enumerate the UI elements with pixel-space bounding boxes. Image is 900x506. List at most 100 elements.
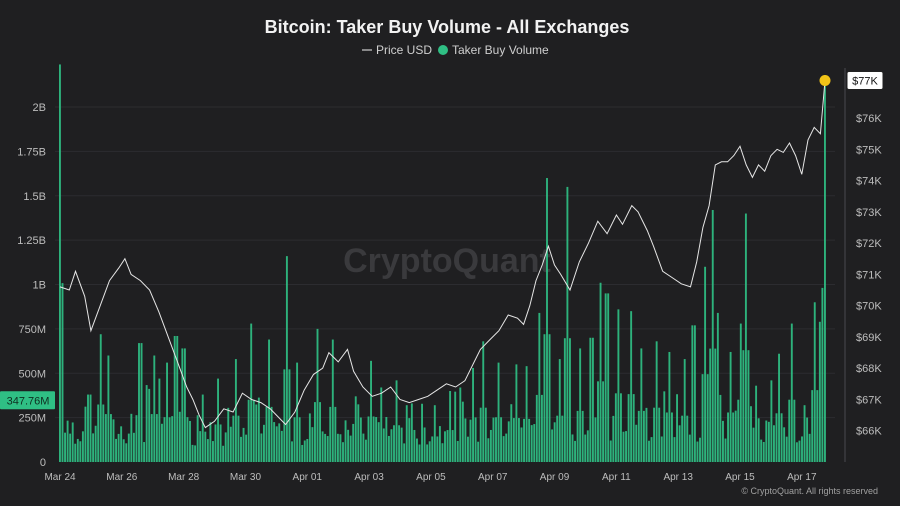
volume-bar: [645, 407, 648, 462]
volume-bar: [204, 431, 207, 462]
volume-bar: [795, 442, 798, 462]
volume-bar: [117, 433, 120, 462]
volume-bar: [104, 414, 107, 462]
volume-bar: [765, 420, 768, 462]
volume-bar: [566, 186, 569, 462]
volume-bar: [186, 417, 189, 462]
volume-bar: [257, 397, 260, 462]
volume-bar: [648, 440, 650, 462]
x-tick-label: Mar 30: [230, 472, 262, 483]
right-tick-label: $72K: [856, 238, 882, 250]
right-tick-label: $73K: [856, 207, 882, 219]
volume-bar: [365, 439, 367, 462]
volume-bar: [214, 424, 217, 462]
volume-bar: [125, 443, 128, 462]
x-tick-label: Mar 24: [44, 472, 76, 483]
volume-bars: [59, 64, 826, 463]
left-tick-label: 750M: [18, 324, 46, 336]
legend-volume-swatch: [438, 45, 448, 55]
volume-bar: [464, 418, 467, 462]
volume-bar: [173, 335, 176, 462]
volume-bar: [750, 406, 752, 462]
volume-bar: [790, 323, 793, 462]
volume-bar: [762, 441, 765, 462]
volume-bar: [770, 380, 773, 462]
volume-bar: [813, 302, 816, 462]
volume-bar: [357, 404, 360, 462]
volume-bar: [145, 385, 148, 462]
left-tick-label: 1B: [33, 280, 46, 292]
volume-bar: [234, 359, 237, 462]
volume-bar: [806, 417, 809, 462]
volume-bar: [693, 325, 696, 462]
volume-bar: [400, 427, 403, 462]
volume-bar: [209, 422, 212, 462]
volume-bar: [181, 348, 184, 462]
volume-bar: [472, 367, 474, 462]
right-tick-label: $66K: [856, 426, 882, 438]
volume-bar: [416, 438, 418, 462]
volume-bar: [571, 434, 574, 462]
volume-bar: [691, 325, 694, 462]
volume-bar: [729, 351, 732, 462]
volume-bar: [507, 421, 510, 462]
volume-bar: [303, 440, 306, 462]
volume-bar: [367, 416, 370, 462]
legend: Price USD Taker Buy Volume: [362, 43, 549, 57]
volume-bar: [744, 213, 747, 462]
volume-bar: [143, 442, 146, 462]
price-end-dot: [819, 75, 831, 87]
volume-bar: [87, 394, 89, 462]
volume-bar: [150, 414, 153, 462]
volume-bar: [607, 293, 610, 462]
volume-bar: [76, 438, 79, 462]
volume-bar: [492, 417, 495, 462]
volume-bar: [410, 403, 413, 462]
volume-bar: [212, 441, 214, 462]
volume-bar: [668, 351, 671, 462]
volume-bar: [242, 427, 245, 462]
volume-bar: [739, 323, 742, 462]
volume-bar: [632, 394, 635, 462]
volume-bar: [479, 407, 482, 462]
volume-bar: [171, 416, 174, 462]
volume-bar: [161, 423, 163, 462]
volume-bar: [482, 341, 485, 462]
volume-bar: [441, 443, 444, 462]
volume-bar: [617, 309, 620, 462]
volume-bar: [569, 338, 571, 462]
volume-bar: [61, 283, 64, 462]
volume-bar: [752, 427, 755, 462]
volume-bar: [288, 369, 291, 462]
volume-bar: [775, 413, 778, 462]
volume-bar: [130, 413, 133, 462]
volume-bar: [734, 410, 737, 462]
volume-bar: [418, 444, 421, 462]
volume-bar: [663, 391, 666, 462]
volume-bar: [558, 359, 561, 462]
volume-bar: [421, 403, 423, 462]
volume-bar: [671, 412, 673, 462]
x-tick-label: Mar 26: [106, 472, 138, 483]
volume-bar: [589, 337, 592, 462]
volume-bar: [66, 420, 69, 462]
volume-current-label: 347.76M: [7, 395, 50, 407]
volume-bar: [385, 417, 388, 462]
volume-bar: [278, 423, 281, 462]
volume-bar: [219, 424, 222, 462]
volume-bar: [339, 434, 342, 462]
volume-bar: [655, 341, 658, 462]
volume-bar: [602, 381, 605, 462]
volume-bar: [484, 407, 487, 462]
volume-bar: [316, 328, 319, 462]
volume-bar: [359, 417, 362, 462]
volume-bar: [461, 401, 464, 462]
volume-bar: [390, 429, 393, 462]
volume-bar: [311, 427, 314, 462]
volume-bar: [584, 434, 587, 462]
volume-bar: [196, 415, 199, 462]
volume-bar: [433, 405, 436, 462]
volume-bar: [553, 422, 556, 462]
left-tick-label: 500M: [18, 368, 46, 380]
volume-bar: [232, 415, 235, 462]
